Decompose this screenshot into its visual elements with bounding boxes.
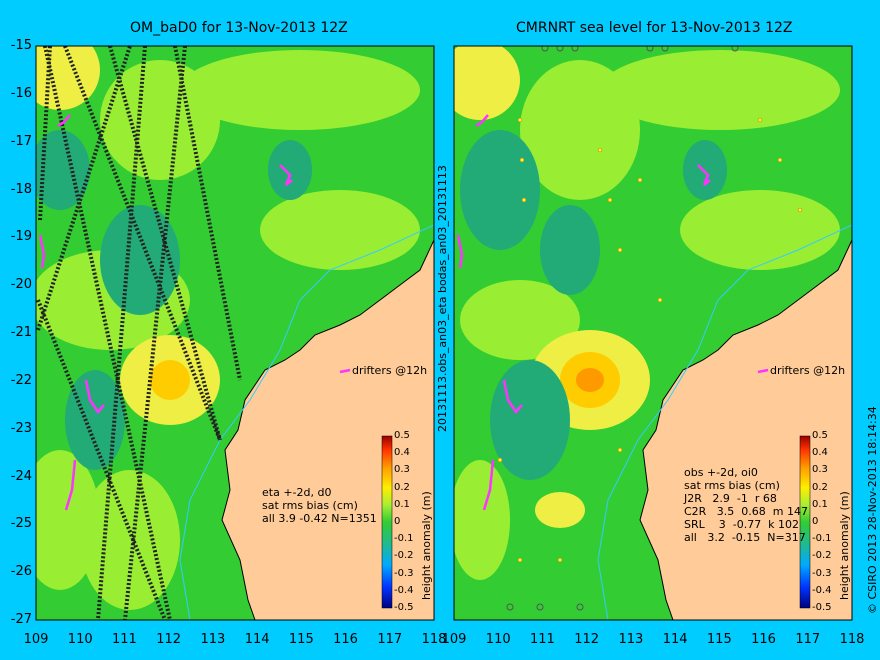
lon-tick: 116 xyxy=(751,632,776,647)
colorbar-tick: -0.5 xyxy=(394,602,414,613)
colorbar-tick: 0.3 xyxy=(394,464,410,476)
stats-line: J2R 2.9 -1 r 68 xyxy=(684,492,777,505)
lon-tick: 114 xyxy=(244,632,270,647)
colorbar-tick: -0.3 xyxy=(812,567,832,579)
lon-tick: 111 xyxy=(530,632,555,647)
colorbar-tick: 0 xyxy=(812,516,819,527)
right-colorbar xyxy=(799,435,811,609)
colorbar-tick: 0 xyxy=(394,516,401,527)
lon-tick: 112 xyxy=(574,632,600,647)
lat-tick: -22 xyxy=(10,372,32,388)
stats-line: eta +-2d, d0 xyxy=(262,486,332,499)
lon-tick: 110 xyxy=(67,632,93,647)
lon-tick: 113 xyxy=(618,632,644,647)
left-stats: eta +-2d, d0 sat rms bias (cm) all 3.9 -0.… xyxy=(262,486,377,525)
right-panel-title: CMRNRT sea level for 13-Nov-2013 12Z xyxy=(516,20,793,36)
colorbar-tick: 0.4 xyxy=(394,447,410,459)
colorbar-tick: 0.4 xyxy=(812,447,828,459)
left-drifter-label: drifters @12h xyxy=(352,364,428,377)
lon-tick: 117 xyxy=(377,632,403,647)
right-map xyxy=(454,46,852,620)
colorbar-tick: 0.5 xyxy=(394,430,410,441)
colorbar-tick: -0.5 xyxy=(812,602,832,613)
lon-tick: 112 xyxy=(156,632,182,647)
lon-tick: 116 xyxy=(333,632,358,647)
colorbar-tick: -0.2 xyxy=(394,550,414,562)
stats-line: C2R 3.5 0.68 m 147 xyxy=(684,505,808,518)
lon-tick: 110 xyxy=(485,632,511,647)
lon-tick: 117 xyxy=(795,632,821,647)
lat-tick: -19 xyxy=(10,229,32,245)
colorbar-tick: -0.1 xyxy=(812,533,832,545)
lat-tick: -21 xyxy=(10,325,32,340)
colorbar-tick: 0.2 xyxy=(394,481,410,493)
stats-line: obs +-2d, oi0 xyxy=(684,466,758,479)
lat-tick: -20 xyxy=(10,277,32,293)
colorbar-tick: -0.2 xyxy=(812,550,832,562)
lat-tick: -16 xyxy=(10,85,32,101)
colorbar-tick: 0.2 xyxy=(812,481,828,493)
lon-tick: 115 xyxy=(706,632,732,647)
colorbar-tick: 0.1 xyxy=(812,498,828,510)
lon-tick: 109 xyxy=(441,632,467,647)
lon-tick: 118 xyxy=(421,632,447,647)
lat-tick: -27 xyxy=(10,612,32,627)
lat-tick: -17 xyxy=(10,133,32,149)
lat-tick: -26 xyxy=(10,564,32,580)
middle-side-label: 20131113.obs_an03_eta bodas_an03_2013111… xyxy=(436,165,449,432)
stats-line: SRL 3 -0.77 k 102 xyxy=(684,518,800,531)
colorbar-tick: -0.1 xyxy=(394,533,414,545)
lon-tick: 111 xyxy=(112,632,137,647)
stats-line: all 3.2 -0.15 N=317 xyxy=(684,531,806,544)
left-map xyxy=(36,46,434,620)
lon-tick: 114 xyxy=(662,632,688,647)
colorbar-tick: 0.3 xyxy=(812,464,828,476)
lat-tick: -25 xyxy=(10,516,32,532)
lon-tick: 113 xyxy=(200,632,226,647)
lat-tick: -15 xyxy=(10,38,32,53)
lon-tick: 109 xyxy=(23,632,49,647)
colorbar-tick: -0.4 xyxy=(812,584,832,596)
left-colorbar-label: height anomaly (m) xyxy=(420,491,433,600)
colorbar-tick: -0.3 xyxy=(394,567,414,579)
left-colorbar xyxy=(381,435,393,609)
copyright-label: © CSIRO 2013 28-Nov-2013 18:14:34 xyxy=(866,406,879,614)
lat-tick: -18 xyxy=(10,181,32,197)
stats-line: sat rms bias (cm) xyxy=(684,479,780,492)
right-drifter-label: drifters @12h xyxy=(770,364,846,377)
lon-tick: 118 xyxy=(839,632,865,647)
colorbar-tick: 0.5 xyxy=(812,430,828,441)
right-colorbar-label: height anomaly (m) xyxy=(838,491,851,600)
right-stats: obs +-2d, oi0 sat rms bias (cm) J2R 2.9 -1… xyxy=(684,466,808,544)
colorbar-tick: -0.4 xyxy=(394,584,414,596)
stats-line: all 3.9 -0.42 N=1351 xyxy=(262,512,377,525)
colorbar-tick: 0.1 xyxy=(394,498,410,510)
left-panel-title: OM_baD0 for 13-Nov-2013 12Z xyxy=(130,20,348,36)
lat-tick: -23 xyxy=(10,420,32,436)
stats-line: sat rms bias (cm) xyxy=(262,499,358,512)
lat-tick: -24 xyxy=(10,468,32,484)
lon-tick: 115 xyxy=(288,632,314,647)
